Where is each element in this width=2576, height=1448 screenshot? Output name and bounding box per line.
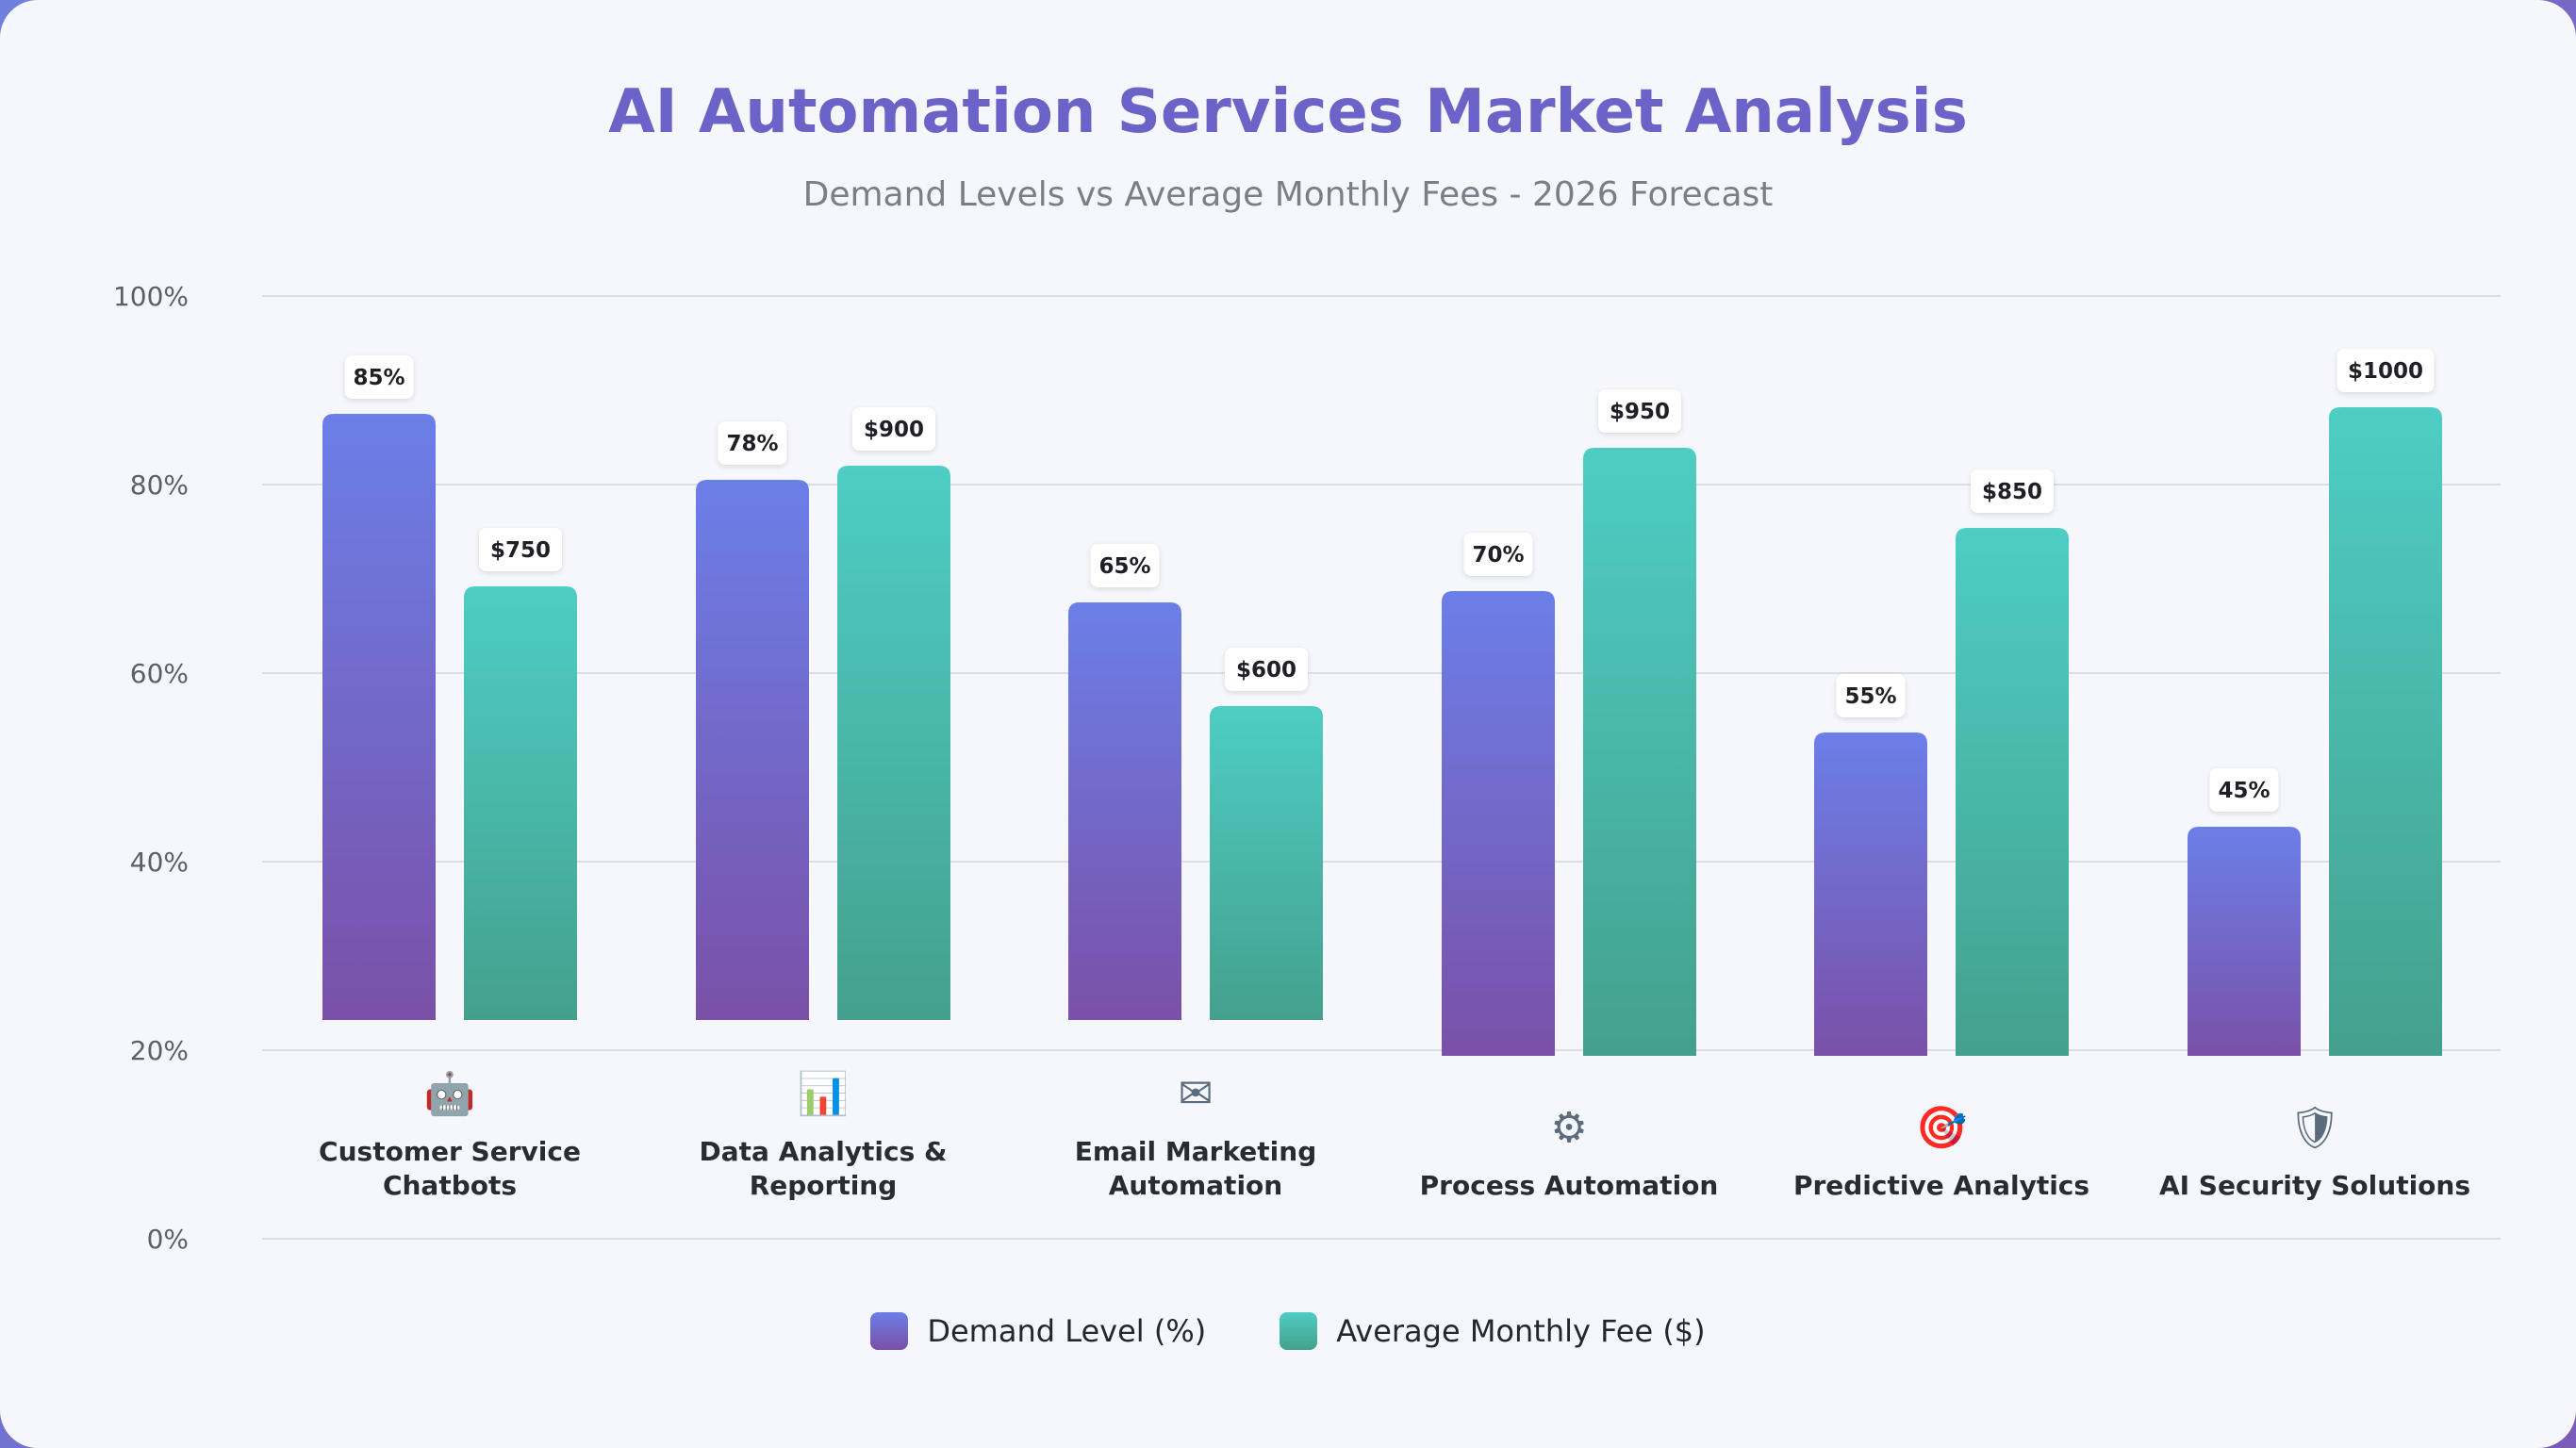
- demand-bar[interactable]: [1814, 732, 1927, 1056]
- category-label: Customer Service: [319, 1136, 581, 1167]
- category-label: Predictive Analytics: [1793, 1170, 2089, 1201]
- category-label: Automation: [1109, 1170, 1282, 1201]
- demand-value-label: 45%: [2209, 768, 2279, 812]
- svg-text:$950: $950: [1610, 400, 1670, 424]
- demand-bar[interactable]: [1442, 591, 1555, 1056]
- svg-text:$1000: $1000: [2348, 359, 2423, 384]
- svg-text:$750: $750: [490, 538, 551, 563]
- fee-value-label: $600: [1225, 648, 1308, 691]
- bars: [322, 407, 2442, 1056]
- demand-bar[interactable]: [322, 414, 436, 1020]
- gear-icon: ⚙: [1550, 1104, 1587, 1152]
- fee-bar[interactable]: [464, 586, 577, 1020]
- chart-subtitle: Demand Levels vs Average Monthly Fees - …: [802, 175, 1774, 214]
- y-axis: 0% 20% 40% 60% 80% 100%: [113, 281, 189, 1255]
- svg-text:55%: 55%: [1844, 684, 1896, 709]
- legend-label-fee: Average Monthly Fee ($): [1336, 1313, 1706, 1349]
- fee-value-label: $900: [852, 407, 935, 451]
- demand-bar[interactable]: [1068, 602, 1181, 1020]
- category-label: Data Analytics &: [700, 1136, 948, 1167]
- fee-value-label: $1000: [2337, 349, 2435, 392]
- y-tick-label: 20%: [130, 1035, 189, 1066]
- demand-value-label: 70%: [1463, 533, 1533, 576]
- y-tick-label: 100%: [113, 281, 189, 312]
- y-tick-label: 40%: [130, 847, 189, 878]
- fee-bar[interactable]: [1956, 528, 2069, 1056]
- bar-chart-icon: 📊: [798, 1070, 850, 1118]
- shield-icon: 🛡: [2288, 1104, 2341, 1152]
- fee-value-label: $850: [1971, 469, 2054, 513]
- svg-text:85%: 85%: [353, 366, 405, 390]
- gridlines: [262, 295, 2501, 1240]
- legend-swatch-demand: [870, 1312, 909, 1350]
- y-tick-label: 80%: [130, 469, 189, 501]
- svg-text:70%: 70%: [1472, 543, 1524, 568]
- envelope-icon: ✉: [1179, 1070, 1214, 1118]
- demand-value-label: 65%: [1090, 544, 1160, 587]
- demand-bar[interactable]: [2188, 827, 2301, 1056]
- chart-legend: Demand Level (%) Average Monthly Fee ($): [0, 1312, 2576, 1350]
- category-label: AI Security Solutions: [2159, 1170, 2470, 1201]
- category-label: Email Marketing: [1075, 1136, 1317, 1167]
- svg-text:65%: 65%: [1098, 554, 1150, 579]
- fee-bar[interactable]: [1210, 706, 1323, 1020]
- demand-value-label: 85%: [344, 355, 414, 399]
- fee-value-label: $750: [479, 528, 562, 571]
- demand-value-label: 55%: [1836, 674, 1906, 717]
- demand-value-label: 78%: [718, 421, 787, 465]
- value-labels: 85% $750 78% $900 65% $600 70% $950 55% $850 45% $1…: [344, 349, 2435, 812]
- svg-text:$600: $600: [1236, 658, 1296, 683]
- y-tick-label: 60%: [130, 658, 189, 689]
- robot-icon: 🤖: [424, 1070, 476, 1118]
- y-tick-label: 0%: [147, 1224, 189, 1255]
- fee-bar[interactable]: [2329, 407, 2442, 1056]
- legend-item-demand[interactable]: Demand Level (%): [870, 1312, 1206, 1350]
- category-label: Process Automation: [1420, 1170, 1719, 1201]
- svg-text:45%: 45%: [2218, 779, 2270, 803]
- fee-bar[interactable]: [1583, 448, 1696, 1056]
- demand-bar[interactable]: [696, 480, 809, 1020]
- svg-text:78%: 78%: [726, 432, 778, 456]
- category-label: Chatbots: [383, 1170, 517, 1201]
- target-icon: 🎯: [1916, 1104, 1968, 1152]
- svg-text:$850: $850: [1982, 480, 2042, 504]
- legend-item-fee[interactable]: Average Monthly Fee ($): [1280, 1312, 1706, 1350]
- svg-text:$900: $900: [864, 418, 924, 442]
- fee-value-label: $950: [1598, 389, 1681, 433]
- fee-bar[interactable]: [837, 466, 950, 1020]
- category-label: Reporting: [750, 1170, 898, 1201]
- legend-label-demand: Demand Level (%): [927, 1313, 1207, 1349]
- chart-title: AI Automation Services Market Analysis: [608, 77, 1968, 147]
- legend-swatch-fee: [1280, 1312, 1318, 1350]
